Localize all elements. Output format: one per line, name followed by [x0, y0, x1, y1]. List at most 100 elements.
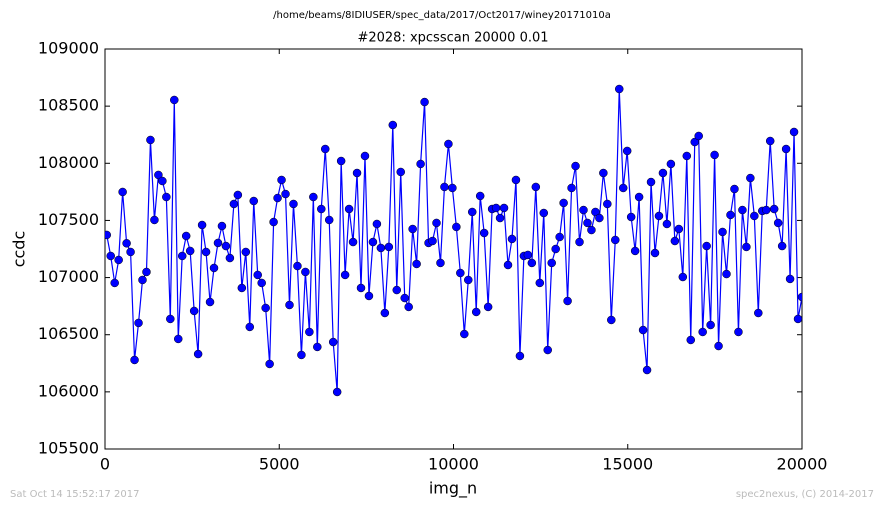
- data-point: [646, 177, 656, 187]
- data-point: [269, 217, 278, 227]
- data-point: [344, 204, 354, 214]
- data-point: [750, 211, 759, 221]
- data-point: [416, 159, 425, 169]
- data-point: [471, 307, 481, 317]
- data-point: [436, 258, 445, 268]
- data-point: [213, 238, 223, 248]
- data-point: [209, 263, 219, 273]
- data-point: [678, 272, 688, 282]
- data-point: [328, 337, 338, 347]
- data-point: [352, 168, 362, 178]
- data-point: [170, 95, 179, 105]
- data-point: [563, 296, 572, 306]
- data-point: [376, 243, 386, 253]
- data-point: [714, 341, 723, 351]
- data-point: [217, 221, 227, 231]
- x-tick-label: 15000: [602, 455, 653, 474]
- data-point: [309, 192, 318, 202]
- data-point: [122, 239, 131, 248]
- data-point: [781, 144, 791, 154]
- data-point: [420, 97, 429, 107]
- data-point: [583, 218, 592, 228]
- data-point: [106, 251, 115, 261]
- data-point: [297, 350, 306, 360]
- data-point: [630, 246, 640, 256]
- data-point: [293, 261, 302, 271]
- data-point: [682, 151, 692, 161]
- data-point: [197, 220, 207, 230]
- plot-frame: [104, 48, 803, 450]
- data-point: [722, 269, 731, 279]
- data-point: [527, 258, 537, 268]
- data-point: [495, 213, 505, 223]
- data-point: [503, 260, 513, 270]
- data-point: [440, 182, 449, 192]
- data-point: [464, 275, 473, 285]
- data-point: [579, 205, 588, 215]
- header-path: /home/beams/8IDIUSER/spec_data/2017/Oct2…: [273, 10, 611, 21]
- data-point: [146, 135, 155, 145]
- data-point: [257, 278, 266, 288]
- data-point: [547, 258, 556, 268]
- data-point: [698, 327, 707, 337]
- data-point: [348, 237, 358, 247]
- data-point: [201, 247, 211, 257]
- data-point: [785, 274, 795, 284]
- data-point: [364, 291, 374, 301]
- data-point: [452, 222, 461, 232]
- data-point: [674, 224, 684, 234]
- data-point: [138, 275, 147, 285]
- data-point: [618, 183, 628, 193]
- y-tick-label: 105500: [38, 439, 99, 458]
- x-tick-label: 20000: [777, 455, 828, 474]
- data-point: [793, 314, 802, 324]
- data-point: [626, 212, 636, 222]
- data-point: [634, 192, 644, 202]
- data-point: [694, 131, 703, 141]
- data-point: [380, 308, 390, 318]
- data-point: [273, 193, 282, 203]
- data-point: [110, 278, 119, 288]
- data-point: [317, 204, 326, 214]
- data-point: [384, 242, 394, 252]
- data-point: [277, 175, 286, 185]
- data-point: [789, 127, 799, 137]
- data-point: [460, 329, 469, 339]
- data-point: [535, 278, 545, 288]
- data-point: [595, 213, 604, 223]
- data-point: [432, 218, 441, 228]
- data-point: [475, 191, 485, 201]
- data-point: [726, 210, 735, 220]
- data-point: [134, 318, 143, 328]
- data-point: [142, 267, 151, 277]
- data-point: [555, 232, 564, 242]
- data-point: [467, 207, 477, 217]
- x-tick-label: 5000: [259, 455, 300, 474]
- data-point: [253, 270, 262, 280]
- data-point: [114, 255, 123, 265]
- data-point: [650, 248, 660, 258]
- data-point: [321, 144, 330, 154]
- data-point: [479, 228, 489, 238]
- data-point: [686, 335, 696, 345]
- data-point: [658, 168, 668, 178]
- data-point: [614, 84, 624, 94]
- data-point: [205, 297, 215, 307]
- data-point: [507, 234, 517, 244]
- data-point: [611, 235, 620, 245]
- data-point: [515, 351, 525, 361]
- data-point: [607, 315, 616, 325]
- x-tick-label: 0: [100, 455, 110, 474]
- data-point: [400, 293, 409, 303]
- data-point: [666, 159, 676, 169]
- data-point: [575, 237, 584, 247]
- data-point: [265, 359, 274, 369]
- data-point: [706, 320, 715, 330]
- data-point: [193, 349, 203, 359]
- data-point: [162, 192, 171, 202]
- data-point: [444, 139, 453, 149]
- data-point: [746, 173, 755, 183]
- data-point: [765, 136, 775, 146]
- data-point: [543, 345, 552, 355]
- data-point: [551, 244, 560, 254]
